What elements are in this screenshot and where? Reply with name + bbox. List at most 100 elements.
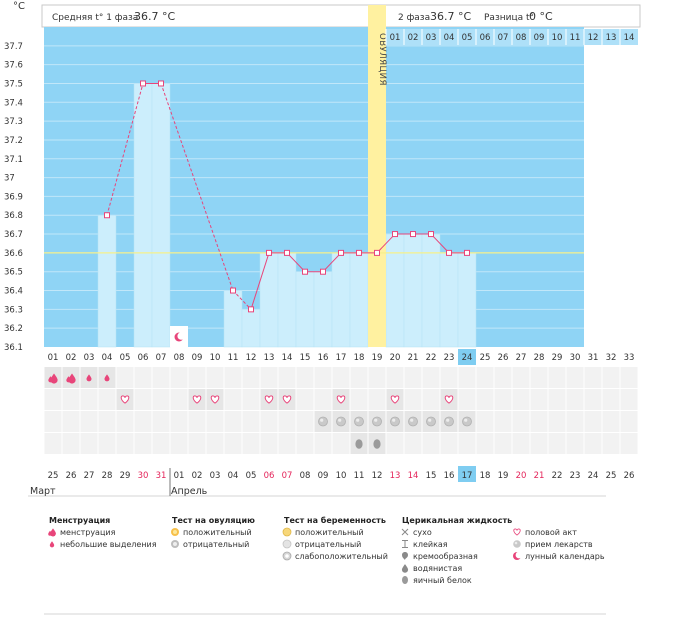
symbol-cell [44, 411, 62, 432]
temperature-bar [133, 83, 153, 348]
pill-icon [390, 416, 400, 427]
symbol-cell [260, 433, 278, 454]
symbol-cell [476, 367, 494, 388]
y-tick-label: 36.8 [4, 211, 23, 221]
temp-diff-label: Разница t° [484, 13, 534, 23]
negative-ovulation-test-icon [171, 540, 179, 548]
legend-item-label: лунный календарь [525, 552, 605, 561]
pill-icon [372, 416, 382, 427]
temperature-point [356, 249, 362, 256]
y-tick-label: 37.3 [4, 117, 23, 127]
pill-icon [513, 540, 521, 548]
date-label: 04 [228, 471, 239, 481]
date-label: 30 [138, 471, 149, 481]
phase2-day-label: 13 [606, 33, 617, 43]
symbol-cell [548, 433, 566, 454]
symbol-cell [296, 411, 314, 432]
negative-pregnancy-test-icon [282, 539, 292, 549]
cycle-day-label: 16 [318, 353, 329, 363]
temperature-segment [322, 252, 342, 273]
symbol-cell [188, 367, 206, 388]
date-label: 29 [120, 471, 131, 481]
symbol-cell [296, 389, 314, 410]
date-label: 03 [210, 471, 221, 481]
date-label: 19 [498, 471, 509, 481]
temperature-bar [295, 271, 315, 348]
symbol-cell [620, 367, 638, 388]
temperature-point [230, 287, 236, 294]
cycle-day-label: 20 [390, 353, 401, 363]
cycle-day-label: 15 [300, 353, 311, 363]
temperature-bar [277, 252, 297, 348]
symbol-cell [584, 411, 602, 432]
y-tick-label: 37 [4, 174, 15, 184]
legend-item-label: половой акт [525, 528, 577, 537]
legend-item-label: отрицательный [295, 540, 361, 549]
egg-white-icon [402, 576, 408, 584]
cycle-day-label: 01 [48, 353, 59, 363]
date-label: 31 [156, 471, 167, 481]
temperature-point [428, 231, 434, 238]
symbol-cell [422, 389, 440, 410]
phase1-avg-label: Средняя t° 1 фаза [52, 13, 138, 23]
temperature-bar [421, 233, 441, 348]
cycle-day-label: 18 [354, 353, 365, 363]
temperature-bar [97, 214, 117, 348]
cycle-day-label: 11 [228, 353, 239, 363]
temperature-bar [457, 252, 477, 348]
y-tick-label: 36.4 [4, 287, 23, 297]
cycle-day-label: 02 [66, 353, 77, 363]
cycle-day-label: 03 [84, 353, 95, 363]
date-label: 23 [570, 471, 581, 481]
symbol-cell [278, 411, 296, 432]
symbol-cell [476, 411, 494, 432]
cycle-day-label: 05 [120, 353, 131, 363]
symbol-cell [494, 433, 512, 454]
symbol-cell [80, 389, 98, 410]
symbol-cell [458, 433, 476, 454]
symbol-cell [512, 389, 530, 410]
phase2-day-cell [584, 29, 602, 45]
ovulation-band [368, 5, 386, 347]
symbol-cell [116, 367, 134, 388]
symbol-cell [260, 411, 278, 432]
symbol-cell [548, 411, 566, 432]
heart-icon [513, 528, 521, 536]
symbol-cell [44, 389, 62, 410]
legend-item-label: слабоположительный [295, 552, 388, 561]
symbol-cell [242, 367, 260, 388]
phase2-day-label: 10 [552, 33, 563, 43]
temperature-point [140, 80, 146, 87]
cycle-day-label: 30 [570, 353, 581, 363]
symbol-cell [242, 433, 260, 454]
symbol-cell [224, 389, 242, 410]
symbol-cell [386, 367, 404, 388]
date-label: 27 [84, 471, 95, 481]
temperature-segment [160, 83, 234, 291]
date-label: 08 [300, 471, 311, 481]
temperature-segment [106, 83, 144, 216]
legend-group-title: Тест на овуляцию [172, 516, 255, 525]
cycle-day-label: 29 [552, 353, 563, 363]
cycle-day-label: 31 [588, 353, 599, 363]
cycle-day-label: 24 [462, 353, 473, 363]
cycle-day-label: 09 [192, 353, 203, 363]
temperature-point [392, 231, 398, 238]
date-label: 14 [408, 471, 419, 481]
symbol-cell [170, 433, 188, 454]
symbol-cell [602, 389, 620, 410]
date-label: 21 [534, 471, 545, 481]
symbol-cell [620, 433, 638, 454]
symbol-cell [620, 411, 638, 432]
symbol-cell [170, 411, 188, 432]
cycle-day-label: 10 [210, 353, 221, 363]
symbol-cell [206, 367, 224, 388]
cycle-day-label: 27 [516, 353, 527, 363]
temperature-point [320, 268, 326, 275]
legend-item-label: положительный [183, 528, 252, 537]
date-label: 17 [462, 471, 473, 481]
symbol-cell [98, 433, 116, 454]
y-tick-label: 36.2 [4, 324, 23, 334]
symbol-cell [188, 433, 206, 454]
temperature-segment [286, 252, 306, 273]
